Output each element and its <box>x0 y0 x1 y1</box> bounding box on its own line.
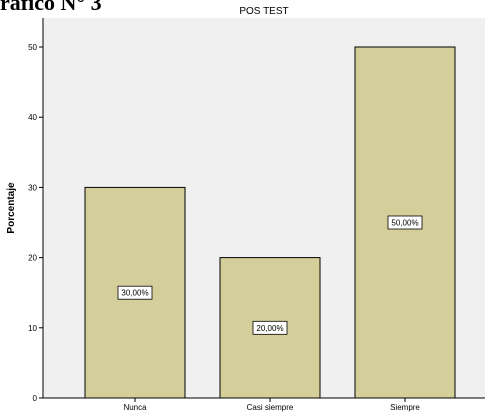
y-tick-label: 20 <box>28 254 37 263</box>
y-tick-label: 50 <box>28 43 37 52</box>
bars <box>84 46 456 399</box>
bar-siempre <box>354 46 456 399</box>
data-label-box <box>252 320 288 335</box>
y-axis-label: Porcentaje <box>6 182 17 234</box>
x-tick-label: Nunca <box>123 403 147 412</box>
y-tick-label: 10 <box>28 324 37 333</box>
x-tick-label: Siempre <box>390 403 420 412</box>
x-tick-label: Casi siempre <box>247 403 294 412</box>
data-label-box <box>387 215 423 230</box>
y-tick-label: 40 <box>28 113 37 122</box>
data-label: 30,00% <box>121 289 148 298</box>
labels: Nunca 30,00% Casi siempre 20,00% Siempre 50,0… <box>117 215 423 412</box>
page-heading: ráfico N° 3 <box>0 0 102 15</box>
data-label-box <box>117 285 153 300</box>
y-tick-label: 0 <box>33 394 38 403</box>
data-label: 20,00% <box>256 324 283 333</box>
y-tick-label: 30 <box>28 183 37 192</box>
data-label: 50,00% <box>391 219 418 228</box>
chart-title: POS TEST <box>239 6 288 17</box>
